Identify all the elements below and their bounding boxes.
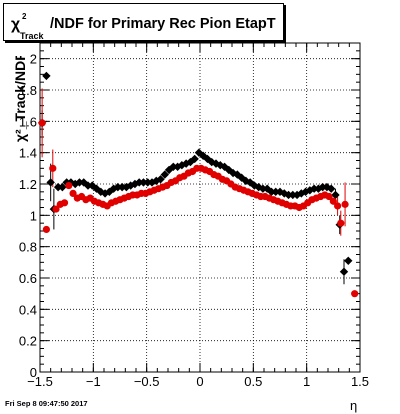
- black-diamond-marker: [139, 178, 148, 187]
- y-tick-label: 0.6: [19, 271, 37, 286]
- black-diamond-marker: [169, 162, 178, 171]
- black-diamond-marker: [309, 184, 319, 193]
- title-subscript: Track: [20, 31, 44, 41]
- x-tick-label: −0.5: [134, 374, 160, 389]
- black-diamond-marker: [258, 184, 268, 193]
- red-circle-marker: [49, 164, 57, 172]
- black-diamond-marker: [152, 176, 161, 186]
- title-chi-symbol: χ: [11, 16, 21, 33]
- y-tick-label: 0.4: [19, 302, 37, 317]
- axes: [39, 42, 361, 373]
- black-diamond-marker: [135, 178, 144, 187]
- red-circle-marker: [60, 199, 69, 207]
- black-diamond-marker: [122, 182, 131, 192]
- tick-labels: −1.5 −1 −0.5 0 0.5 1 1.5 0 0.2 0.4 0.6 0.8 1 1.2 1.4 1.…: [19, 52, 369, 389]
- black-diamond-marker: [322, 182, 332, 192]
- black-diamond-marker: [117, 182, 127, 192]
- black-diamond-marker: [211, 159, 221, 168]
- red-circle-marker: [325, 192, 333, 201]
- title-box: χ 2 Track /NDF for Primary Rec Pion Etap…: [3, 3, 284, 41]
- black-diamond-marker: [327, 184, 336, 193]
- red-circle-marker: [65, 181, 73, 190]
- black-diamond-marker: [331, 190, 340, 200]
- red-circle-marker: [334, 202, 342, 210]
- black-diamond-marker: [288, 190, 297, 200]
- black-diamond-marker: [339, 267, 349, 276]
- red-circle-marker: [341, 200, 349, 208]
- red-circle-marker: [52, 205, 60, 213]
- red-circle-marker: [351, 290, 359, 298]
- black-diamond-marker: [305, 186, 315, 195]
- black-diamond-marker: [71, 179, 80, 189]
- black-diamond-marker: [53, 182, 63, 192]
- red-circle-marker: [69, 189, 77, 197]
- y-tick-label: 2: [30, 52, 37, 67]
- black-diamond-marker: [160, 170, 169, 179]
- y-tick-label: 1.2: [19, 177, 37, 192]
- black-diamond-marker: [156, 175, 165, 184]
- y-axis-label-text: χ²_Track/NDF: [12, 56, 28, 142]
- footer-timestamp: Fri Sep 8 09:47:50 2017: [5, 399, 88, 408]
- y-tick-label: 1.4: [19, 146, 37, 161]
- red-circle-marker: [337, 219, 345, 227]
- black-diamond-marker: [143, 178, 152, 187]
- red-circle-marker: [42, 225, 51, 234]
- y-tick-label: 0.8: [19, 240, 37, 255]
- black-diamond-marker: [284, 190, 293, 200]
- black-diamond-marker: [83, 181, 93, 190]
- data-markers: [37, 71, 359, 298]
- grid-lines: [40, 43, 360, 372]
- black-diamond-marker: [318, 182, 327, 192]
- x-tick-label: 0: [196, 374, 203, 389]
- y-tick-label: 1.6: [19, 114, 37, 129]
- x-tick-label: 1: [303, 374, 310, 389]
- black-diamond-marker: [271, 187, 280, 197]
- black-diamond-marker: [75, 178, 84, 187]
- title-superscript: 2: [22, 12, 27, 21]
- black-diamond-marker: [113, 182, 123, 192]
- black-diamond-marker: [58, 182, 67, 192]
- black-diamond-marker: [46, 178, 55, 187]
- x-tick-label: −1.5: [27, 374, 53, 389]
- x-tick-label: −1: [86, 374, 101, 389]
- black-diamond-marker: [344, 256, 353, 265]
- black-diamond-marker: [241, 176, 251, 186]
- y-tick-label: 0.2: [19, 334, 37, 349]
- chart-title: /NDF for Primary Rec Pion EtapT: [50, 16, 276, 32]
- x-axis-label: η: [350, 398, 358, 413]
- x-tick-label: 0.5: [244, 374, 262, 389]
- y-tick-label: 1.8: [19, 83, 37, 98]
- black-diamond-marker: [267, 187, 276, 197]
- black-diamond-marker: [190, 154, 199, 164]
- x-tick-label: 1.5: [351, 374, 369, 389]
- y-tick-label: 0: [30, 365, 37, 380]
- y-axis-label: χ²_Track/NDF: [12, 56, 28, 142]
- red-circle-marker: [329, 197, 337, 205]
- black-diamond-marker: [42, 71, 51, 81]
- black-diamond-marker: [254, 182, 263, 192]
- red-circle-marker: [38, 119, 46, 127]
- y-tick-label: 1: [30, 208, 37, 223]
- black-diamond-marker: [181, 159, 191, 168]
